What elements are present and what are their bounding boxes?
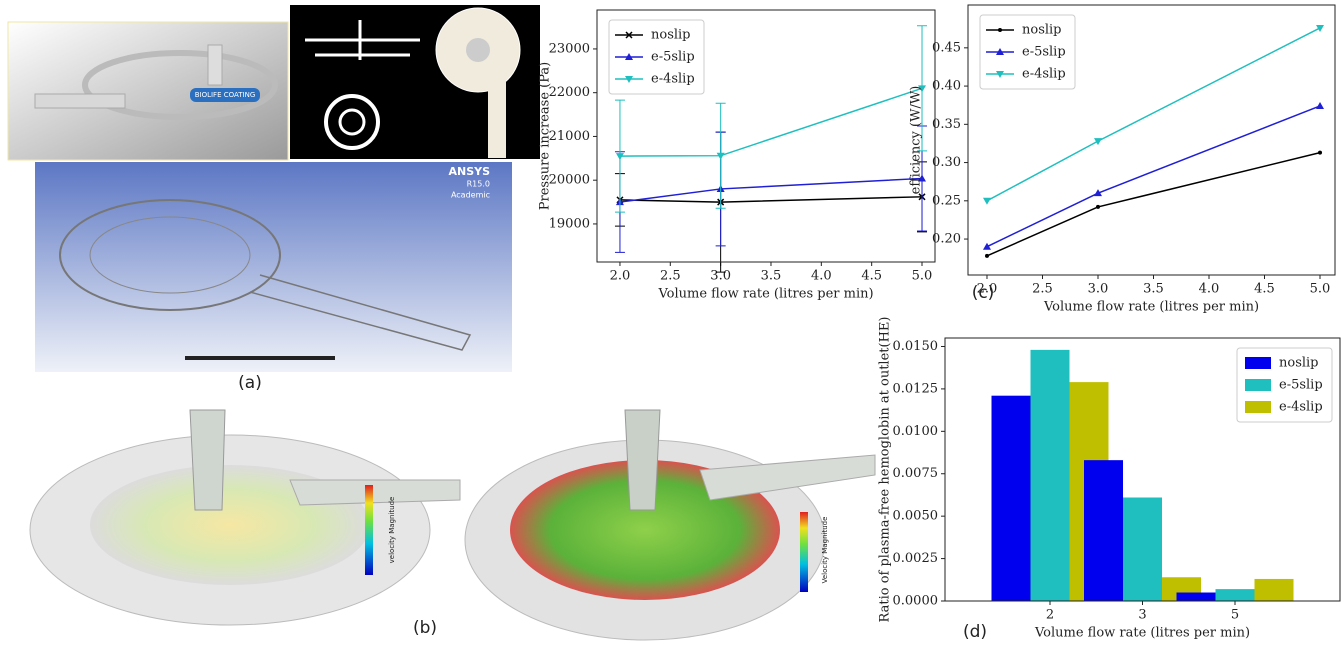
photo-label: BIOLIFE COATING: [195, 91, 256, 99]
panel-a: BIOLIFE COATING ANSYS R15.0 Academic (a): [8, 5, 540, 393]
panel-label: (a): [238, 373, 262, 393]
panel-label: (d): [963, 622, 987, 642]
figure: BIOLIFE COATING ANSYS R15.0 Academic (a)…: [0, 0, 1344, 650]
streamline-outlet: [290, 480, 460, 505]
y-tick-label: 0.0000: [893, 594, 939, 609]
y-tick-label: 0.35: [932, 117, 961, 132]
bar: [1084, 460, 1123, 601]
marker: [998, 28, 1002, 32]
x-tick-label: 3: [1138, 608, 1146, 623]
legend-swatch: [1245, 379, 1271, 391]
marker: [1316, 25, 1324, 32]
legend-label: noslip: [1279, 356, 1319, 371]
x-tick-label: 2: [1046, 608, 1054, 623]
bar: [1031, 350, 1070, 601]
vector-inlet: [625, 410, 660, 510]
bar: [992, 396, 1031, 601]
legend-swatch: [1245, 357, 1271, 369]
x-axis-label: Volume flow rate (litres per min): [1034, 626, 1250, 641]
y-tick-label: 0.25: [932, 193, 961, 208]
y-axis-label: Pressure increase (Pa): [538, 62, 553, 210]
marker: [983, 243, 991, 250]
legend-label: e-5slip: [651, 50, 695, 65]
legend-label: noslip: [1022, 23, 1062, 38]
x-tick-label: 5.0: [912, 269, 933, 284]
x-tick-label: 2.5: [1032, 282, 1053, 297]
x-tick-label: 4.0: [811, 269, 832, 284]
ansys-version: R15.0: [467, 180, 490, 189]
x-tick-label: 4.0: [1199, 282, 1220, 297]
colorbar: [800, 512, 808, 592]
colorbar-label: velocity Magnitude: [388, 497, 396, 564]
x-tick-label: 3.0: [1088, 282, 1109, 297]
legend-label: e-5slip: [1279, 378, 1323, 393]
marker: [1316, 102, 1324, 109]
legend-swatch: [1245, 401, 1271, 413]
x-tick-label: 5.0: [1310, 282, 1331, 297]
x-tick-label: 2.0: [610, 269, 631, 284]
y-tick-label: 0.45: [932, 40, 961, 55]
legend-label: e-4slip: [1022, 67, 1066, 82]
y-tick-label: 0.40: [932, 79, 961, 94]
marker: [1094, 138, 1102, 145]
x-tick-label: 3.5: [1143, 282, 1164, 297]
series-line: [620, 88, 922, 156]
streamline-inlet: [190, 410, 225, 510]
ct-top-outlet: [488, 80, 506, 158]
y-tick-label: 23000: [549, 41, 590, 56]
legend-label: e-4slip: [651, 72, 695, 87]
y-tick-label: 0.30: [932, 155, 961, 170]
bar: [1216, 589, 1255, 601]
ct-top-core: [466, 38, 490, 62]
x-tick-label: 5: [1231, 608, 1239, 623]
marker: [1096, 205, 1100, 209]
marker: [983, 198, 991, 205]
y-tick-label: 22000: [549, 85, 590, 100]
series-line: [987, 153, 1320, 256]
panel-label: (b): [413, 618, 437, 638]
y-tick-label: 0.0025: [893, 551, 939, 566]
x-tick-label: 3.5: [761, 269, 782, 284]
x-tick-label: 4.5: [861, 269, 882, 284]
device-outlet: [208, 45, 222, 85]
marker: [985, 254, 989, 258]
y-tick-label: 0.0100: [893, 424, 939, 439]
ansys-logo: ANSYS: [448, 165, 490, 178]
y-tick-label: 0.0125: [893, 381, 939, 396]
y-axis-label: efficiency (W/W): [909, 86, 924, 195]
series-line: [620, 197, 922, 202]
ansys-license: Academic: [451, 191, 490, 200]
x-axis-label: Volume flow rate (litres per min): [1043, 300, 1259, 315]
ansys-render: [35, 162, 512, 372]
device-inlet: [35, 94, 125, 108]
x-tick-label: 4.5: [1254, 282, 1275, 297]
colorbar: [365, 485, 373, 575]
y-axis-label: Ratio of plasma-free hemoglobin at outle…: [878, 317, 893, 623]
bar: [1177, 593, 1216, 601]
legend-label: e-5slip: [1022, 45, 1066, 60]
x-tick-label: 2.5: [660, 269, 681, 284]
bar: [1255, 579, 1294, 601]
marker: [1318, 151, 1322, 155]
y-tick-label: 21000: [549, 129, 590, 144]
y-tick-label: 0.20: [932, 232, 961, 247]
x-axis-label: Volume flow rate (litres per min): [657, 287, 873, 302]
x-tick-label: 2.0: [977, 282, 998, 297]
colorbar-label: Velocity Magnitude: [821, 517, 829, 584]
y-tick-label: 20000: [549, 173, 590, 188]
bar: [1123, 497, 1162, 601]
y-tick-label: 0.0075: [893, 466, 939, 481]
y-tick-label: 0.0150: [893, 339, 939, 354]
y-tick-label: 19000: [549, 216, 590, 231]
y-tick-label: 0.0050: [893, 509, 939, 524]
series-line: [987, 106, 1320, 247]
legend-label: e-4slip: [1279, 400, 1323, 415]
legend-label: noslip: [651, 28, 691, 43]
scale-bar: [185, 356, 335, 360]
panel-b: velocity Magnitude Velocity Magnitude (b…: [30, 410, 875, 640]
